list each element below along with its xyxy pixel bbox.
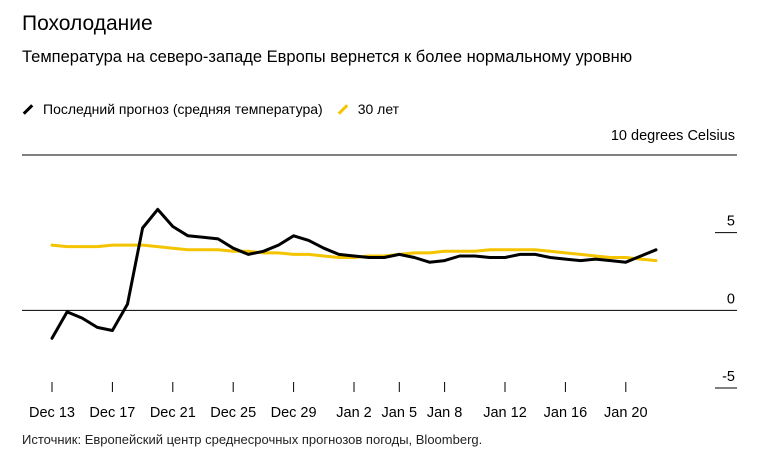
x-tick-label: Jan 2 [336,405,371,421]
legend-item-normal: 30 лет [337,101,399,117]
y-tick-label: 0 [727,291,735,307]
y-axis-unit-label: 10 degrees Celsius [610,128,735,144]
series-line-forecast [50,207,658,340]
x-tick-label: Jan 12 [483,405,527,421]
x-tick-label: Jan 20 [604,405,648,421]
legend-label-normal: 30 лет [357,101,400,117]
x-tick-label: Jan 5 [382,405,417,421]
y-tick-label: 5 [727,214,735,230]
legend: Последний прогноз (средняя температура) … [22,101,413,117]
x-tick-label: Dec 13 [29,405,75,421]
y-tick-label: -5 [722,369,735,385]
x-tick-label: Dec 29 [271,405,317,421]
chart-subtitle: Температура на северо-западе Европы верн… [22,48,633,66]
x-tick-label: Dec 17 [89,405,135,421]
x-tick-label: Dec 25 [210,405,256,421]
x-tick-label: Jan 8 [427,405,462,421]
legend-item-forecast: Последний прогноз (средняя температура) [22,101,323,117]
chart-title: Похолодание [22,12,153,35]
x-tick-label: Dec 21 [150,405,196,421]
x-tick-label: Jan 16 [544,405,588,421]
legend-label-forecast: Последний прогноз (средняя температура) [43,101,323,117]
source-note: Источник: Европейский центр среднесрочны… [22,432,483,447]
